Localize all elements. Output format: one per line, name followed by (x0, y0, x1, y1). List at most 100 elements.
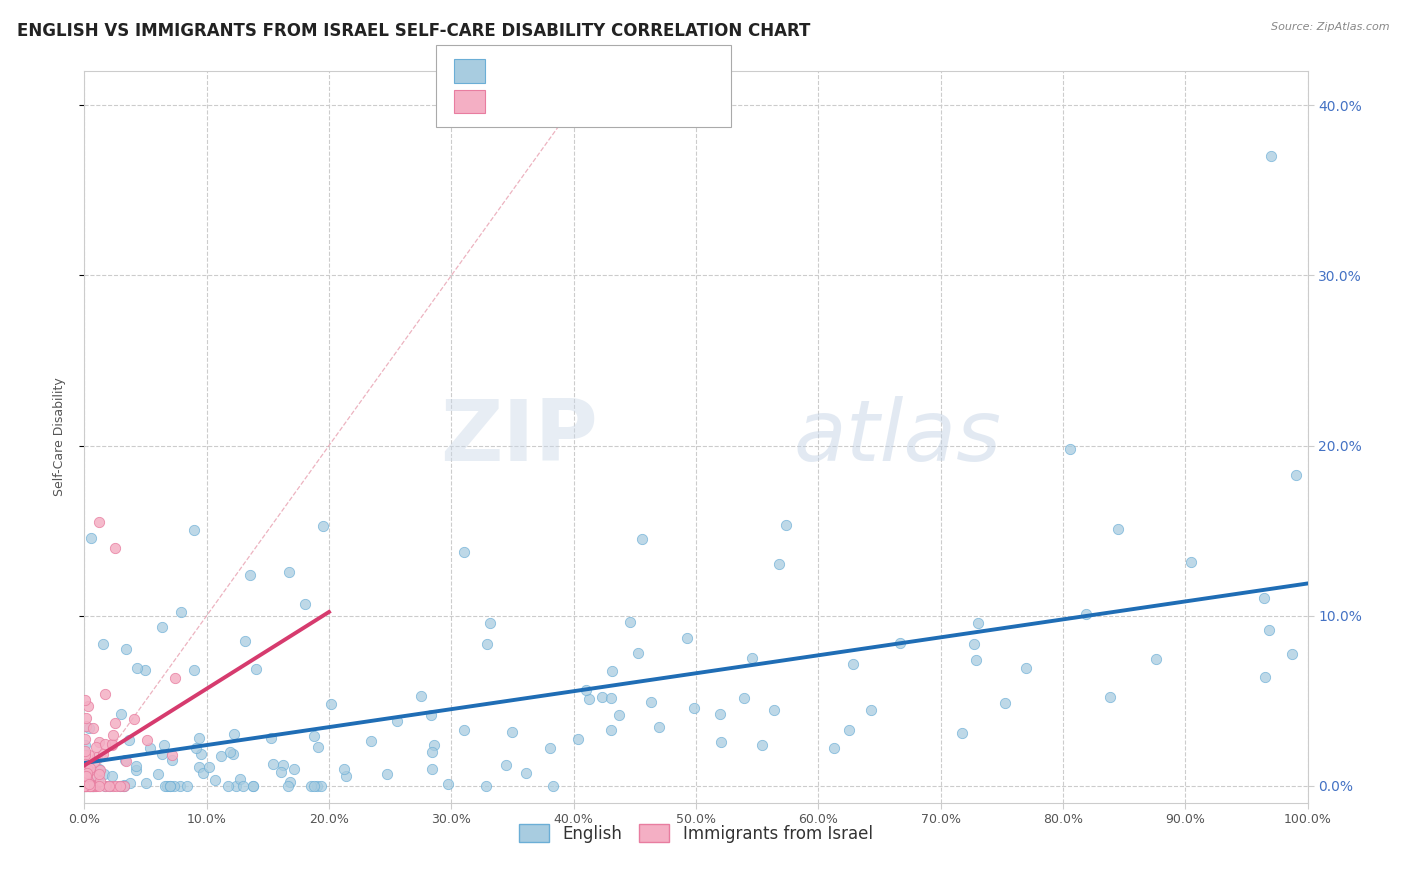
Point (260, 731, 283, 746)
Point (73, 779, 96, 793)
Point (125, 764, 148, 778)
Point (94, 687, 117, 701)
Point (75, 693, 97, 707)
Point (139, 740, 162, 755)
Point (135, 776, 157, 790)
Point (1107, 522, 1129, 536)
Point (76, 699, 98, 714)
Point (79, 779, 101, 793)
Point (73, 747, 96, 762)
Point (122, 711, 145, 725)
Point (101, 728, 124, 742)
Point (312, 518, 335, 533)
Point (82, 721, 104, 735)
Point (82, 779, 104, 793)
Point (82, 779, 104, 793)
Point (75, 732, 97, 747)
Point (204, 772, 226, 787)
Point (79, 721, 101, 735)
Point (188, 759, 211, 773)
Point (538, 741, 561, 756)
Point (75, 738, 97, 752)
Point (89, 779, 111, 793)
Point (271, 758, 294, 772)
Point (221, 747, 243, 761)
Point (501, 725, 523, 739)
Text: atlas: atlas (794, 395, 1002, 479)
Point (162, 753, 184, 767)
Point (76, 769, 98, 783)
Point (146, 766, 169, 780)
Point (950, 726, 973, 740)
Point (104, 779, 127, 793)
Point (77, 747, 100, 762)
Point (768, 558, 790, 572)
Point (229, 772, 252, 786)
Point (110, 707, 132, 722)
Point (75, 769, 97, 783)
Point (89, 774, 111, 789)
Point (75, 779, 97, 793)
Point (242, 779, 264, 793)
Point (186, 740, 208, 755)
Point (233, 633, 256, 648)
Point (73, 779, 96, 793)
Point (104, 541, 127, 555)
Point (578, 691, 600, 706)
Point (270, 764, 292, 779)
Point (89, 763, 111, 777)
Point (321, 697, 343, 711)
Point (118, 733, 141, 747)
Point (375, 767, 398, 781)
Point (263, 757, 285, 772)
Point (73, 779, 96, 793)
Point (127, 661, 149, 675)
Point (360, 733, 382, 747)
Point (437, 777, 460, 791)
Point (84, 739, 107, 754)
Point (118, 776, 141, 790)
Point (733, 691, 755, 706)
Point (225, 779, 247, 793)
Point (453, 723, 475, 737)
Point (156, 779, 179, 793)
Point (76, 779, 98, 793)
Point (114, 779, 136, 793)
Point (543, 779, 565, 793)
Point (309, 779, 332, 793)
Point (1281, 647, 1303, 661)
Point (631, 532, 654, 546)
Point (591, 690, 613, 704)
Point (80, 779, 103, 793)
Point (607, 708, 630, 723)
Point (103, 715, 125, 730)
Point (77, 777, 100, 791)
Point (1253, 670, 1275, 684)
Point (209, 749, 232, 764)
Point (838, 723, 860, 737)
Point (83, 756, 105, 770)
Point (1260, 149, 1282, 163)
Point (294, 597, 316, 611)
Point (75, 779, 97, 793)
Point (150, 747, 173, 761)
Text: N =: N = (598, 62, 628, 80)
Point (385, 714, 408, 728)
Point (169, 605, 191, 619)
Point (75, 744, 97, 758)
Point (277, 779, 299, 793)
Point (1015, 661, 1038, 675)
Point (183, 524, 205, 538)
Point (751, 738, 773, 752)
Point (87, 762, 110, 776)
Point (101, 739, 124, 753)
Point (160, 748, 183, 763)
Point (775, 517, 797, 532)
Point (648, 720, 671, 734)
Point (163, 779, 186, 793)
Point (280, 774, 302, 789)
Point (153, 739, 176, 753)
Point (709, 706, 731, 721)
Point (965, 652, 987, 666)
Point (100, 737, 122, 751)
